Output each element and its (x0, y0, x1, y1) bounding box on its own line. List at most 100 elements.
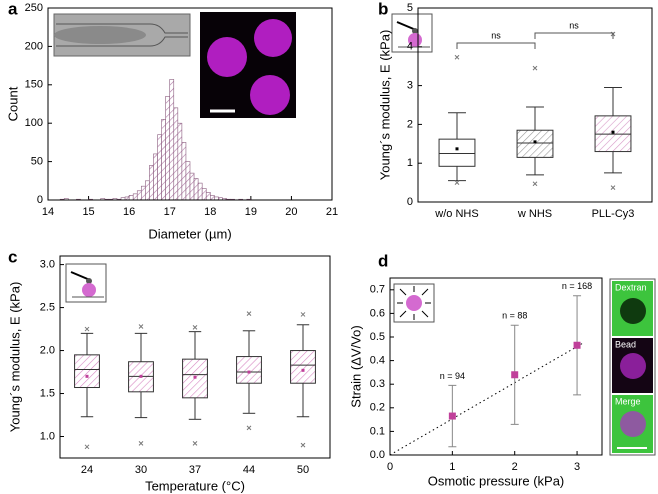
x-axis-label: Diameter (µm) (148, 226, 231, 241)
outlier (246, 425, 252, 431)
histogram-bar (177, 122, 183, 201)
y-tick-label: 0.1 (370, 425, 385, 437)
outlier (454, 180, 460, 185)
y-tick-label: 4 (407, 41, 413, 53)
histogram-bar (185, 161, 191, 201)
plot-frame (389, 277, 603, 456)
image-label: Bead (615, 339, 636, 349)
histogram-bar (132, 193, 138, 201)
x-tick-label: 15 (82, 206, 94, 218)
outlier (610, 185, 616, 190)
y-tick-label: 5 (407, 2, 413, 14)
x-tick-label: 2 (512, 461, 518, 473)
histogram-bar (197, 182, 203, 201)
x-tick-label: 17 (164, 206, 176, 218)
mean-marker (455, 147, 459, 151)
histogram-bar (181, 142, 187, 201)
x-tick-label: 1 (449, 461, 455, 473)
y-tick-label: 0 (407, 196, 413, 208)
histogram-bar (141, 185, 146, 201)
outlier (138, 441, 144, 446)
y-tick-label: 1 (407, 157, 413, 169)
mean-marker (139, 374, 143, 378)
histogram-bar (193, 178, 199, 201)
outlier (246, 311, 252, 316)
y-tick-label: 0.7 (370, 284, 385, 296)
annotation: n = 94 (440, 371, 465, 381)
y-tick-label: 2.0 (40, 344, 55, 356)
mean-marker (301, 368, 305, 372)
significance-bracket (456, 42, 536, 49)
mean-marker (611, 130, 615, 134)
histogram-bar (128, 195, 134, 201)
x-tick-label: 0 (387, 461, 393, 473)
outlier (454, 54, 460, 60)
outlier (300, 442, 306, 448)
cartoon-icons (65, 13, 435, 323)
mean-marker (247, 370, 251, 374)
histogram-bar (169, 79, 175, 201)
outlier (84, 444, 90, 450)
y-tick-label: 1.5 (40, 387, 55, 399)
fit-line (389, 342, 584, 456)
box (290, 350, 316, 384)
histogram-bar (173, 107, 179, 201)
panel-label: d (378, 251, 388, 270)
point (448, 412, 456, 420)
y-tick-label: 0.0 (370, 449, 385, 461)
outlier (300, 312, 306, 317)
box (438, 138, 476, 167)
outlier (532, 181, 538, 187)
y-tick-label: 100 (25, 117, 43, 129)
histogram-bar (189, 172, 195, 201)
x-tick-label: PLL-Cy3 (592, 208, 635, 220)
x-tick-label: w/o NHS (434, 208, 478, 220)
y-tick-label: 0.3 (370, 378, 385, 390)
panel-label: c (8, 247, 17, 266)
mean-marker (193, 375, 197, 379)
y-tick-label: 0.6 (370, 307, 385, 319)
histogram-bar (149, 165, 154, 201)
annotation: n = 168 (562, 281, 592, 291)
y-tick-label: 150 (25, 79, 43, 91)
histogram-bar (145, 180, 150, 201)
x-tick-label: 21 (326, 206, 338, 218)
histogram-bar (157, 134, 162, 201)
outlier (138, 324, 144, 329)
histogram-bar (153, 153, 158, 201)
x-tick-label: 20 (285, 206, 297, 218)
annotation: n = 88 (502, 311, 527, 321)
outlier (192, 441, 198, 446)
image-label: Dextran (615, 282, 647, 292)
histogram-bar (161, 119, 166, 201)
x-axis-label: Osmotic pressure (kPa) (428, 473, 565, 488)
plot-frame (47, 7, 333, 201)
y-tick-label: 50 (31, 156, 43, 168)
plot-frame (417, 7, 653, 203)
point (573, 341, 581, 349)
x-tick-label: 14 (42, 206, 54, 218)
outlier (84, 326, 90, 332)
histogram-bar (209, 195, 215, 201)
point (511, 371, 519, 379)
mean-marker (533, 140, 537, 144)
y-axis-label: Young´s modulus, E (kPa) (7, 282, 22, 433)
y-tick-label: 3.0 (40, 259, 55, 271)
image-label: Merge (615, 396, 641, 406)
y-tick-label: 0.5 (370, 331, 385, 343)
y-tick-label: 3 (407, 80, 413, 92)
x-tick-label: w NHS (517, 208, 552, 220)
x-tick-label: 16 (123, 206, 135, 218)
y-tick-label: 1.0 (40, 430, 55, 442)
x-tick-label: 3 (574, 461, 580, 473)
x-tick-label: 30 (135, 464, 147, 476)
y-tick-label: 200 (25, 40, 43, 52)
y-tick-label: 2 (407, 118, 413, 130)
x-tick-label: 18 (204, 206, 216, 218)
outlier (192, 324, 198, 330)
x-tick-label: 44 (243, 464, 255, 476)
y-axis-label: Young´s modulus, E (kPa) (377, 30, 392, 181)
box (516, 129, 554, 158)
micrographs (609, 278, 656, 456)
